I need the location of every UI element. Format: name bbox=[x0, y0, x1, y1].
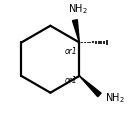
Polygon shape bbox=[72, 20, 79, 43]
Text: NH$_2$: NH$_2$ bbox=[105, 91, 125, 104]
Text: or1: or1 bbox=[65, 75, 77, 84]
Polygon shape bbox=[79, 76, 101, 97]
Text: NH$_2$: NH$_2$ bbox=[68, 2, 88, 16]
Text: or1: or1 bbox=[65, 46, 77, 55]
